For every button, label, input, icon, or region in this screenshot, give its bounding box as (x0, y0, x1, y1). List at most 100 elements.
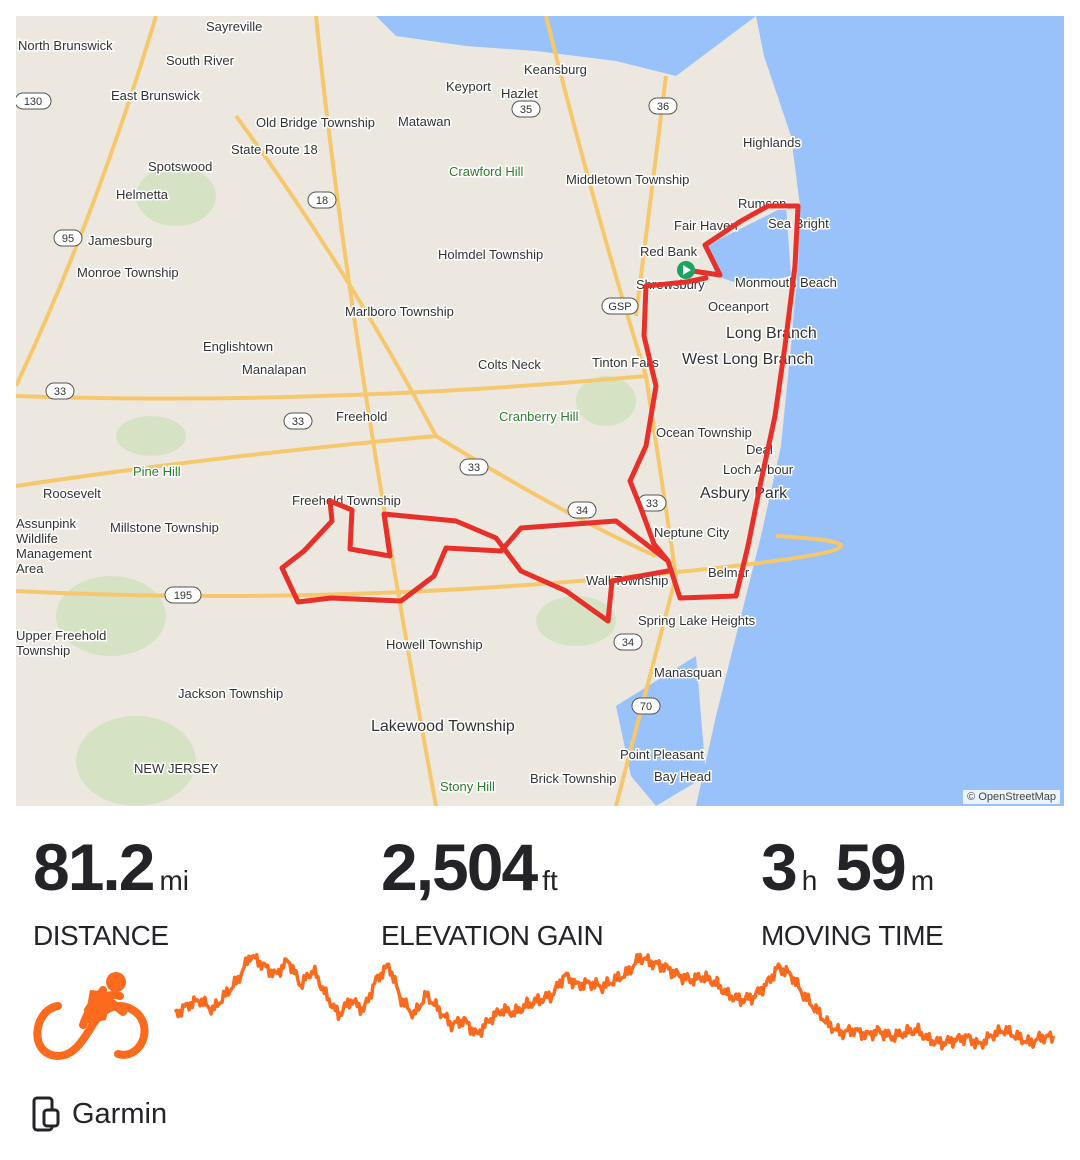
route-shield-label: 33 (468, 462, 480, 474)
map-attribution[interactable]: © OpenStreetMap (963, 790, 1060, 804)
place-label: Keansburg (524, 62, 587, 77)
distance-unit: mi (159, 865, 190, 896)
highway-road (16, 374, 647, 401)
place-label: Holmdel Township (438, 247, 543, 262)
route-shield-label: 33 (292, 416, 304, 428)
barnegat-bay (616, 656, 706, 806)
map-canvas: 130 35 36 95 18 GSP 33 33 33 34 33 195 34 70 Sayrevill… (16, 16, 1064, 806)
route-shield-label: 34 (576, 505, 588, 517)
place-label: South River (166, 53, 235, 68)
place-label: Monroe Township (77, 265, 179, 280)
place-label: Old Bridge Township (256, 115, 375, 130)
highway-road (234, 114, 438, 437)
place-label: Matawan (398, 114, 451, 129)
route-shield (45, 382, 75, 400)
route-shield-label: 33 (54, 386, 66, 398)
place-label: Asbury Park (700, 485, 788, 502)
place-label: Colts Neck (478, 357, 541, 372)
place-label: Helmetta (116, 187, 169, 202)
place-label: Pine Hill (133, 464, 181, 479)
place-label: Tinton Falls (592, 355, 659, 370)
place-label: Freehold (336, 409, 387, 424)
device-label: Garmin (72, 1097, 168, 1130)
place-label: Crawford Hill (449, 164, 524, 179)
place-label: Roosevelt (43, 486, 101, 501)
route-shield-label: 18 (316, 195, 328, 207)
route-shield (16, 92, 52, 110)
route-shield-label: GSP (608, 301, 631, 313)
place-label: Neptune City (654, 525, 730, 540)
highway-road (16, 16, 158, 387)
route-shield-label: 35 (520, 104, 532, 116)
place-label: East Brunswick (111, 88, 200, 103)
place-label: Assunpink Wildlife Management Area (16, 516, 92, 576)
place-label: Red Bank (640, 244, 698, 259)
highway-road (544, 16, 679, 806)
distance-label: DISTANCE (33, 920, 169, 951)
stat-moving-time: 3 h 59 m MOVING TIME (761, 830, 944, 952)
distance-value: 81.2 (33, 830, 155, 904)
park-area (56, 576, 166, 656)
minutes-unit: m (910, 865, 935, 896)
place-label: Keyport (446, 79, 491, 94)
place-label: Spring Lake Heights (638, 613, 756, 628)
river-estuary (706, 206, 791, 286)
route-shield (601, 297, 639, 315)
place-label: Cranberry Hill (499, 409, 579, 424)
place-label: Bay Head (654, 769, 711, 784)
place-label: State Route 18 (231, 142, 318, 157)
route-map[interactable]: 130 35 36 95 18 GSP 33 33 33 34 33 195 34 70 Sayrevill… (16, 16, 1064, 806)
route-shield (164, 586, 202, 604)
place-label: Long Branch (726, 325, 817, 342)
park-area (136, 166, 216, 226)
place-label: Middletown Township (566, 172, 689, 187)
route-shield-label: 70 (640, 701, 652, 713)
place-label: Stony Hill (440, 779, 495, 794)
place-label: Marlboro Township (345, 304, 454, 319)
highway-road (314, 16, 438, 806)
route-shield (459, 458, 489, 476)
device-info: Garmin (32, 1096, 167, 1132)
route-shield-label: 36 (657, 101, 669, 113)
place-label: Brick Township (530, 771, 616, 786)
place-label: Freehold Township (292, 493, 401, 508)
place-label: Manalapan (242, 362, 306, 377)
place-label: West Long Branch (682, 351, 813, 368)
place-label: Highlands (743, 135, 801, 150)
place-label: Upper Freehold Township (16, 628, 106, 658)
route-shield (283, 412, 313, 430)
park-area (536, 596, 616, 646)
hours-value: 3 (761, 830, 798, 904)
place-label: Englishtown (203, 339, 273, 354)
highway-road (434, 434, 657, 558)
place-label: Howell Township (386, 637, 483, 652)
place-label: NEW JERSEY (134, 761, 219, 776)
route-shield (53, 229, 83, 247)
place-label: Manasquan (654, 665, 722, 680)
stat-distance: 81.2 mi DISTANCE (33, 832, 189, 952)
place-label: Fair Haven (674, 218, 738, 233)
park-area (116, 416, 186, 456)
hours-unit: h (801, 865, 818, 896)
cycling-icon (33, 972, 149, 1061)
route-shield-label: 33 (646, 498, 658, 510)
route-shield-label: 34 (622, 637, 634, 649)
elevation-profile (173, 952, 1056, 1051)
place-label: Jamesburg (88, 233, 152, 248)
place-label: Jackson Township (178, 686, 283, 701)
place-label: Oceanport (708, 299, 769, 314)
highway-road (16, 434, 437, 488)
route-shield-label: 95 (62, 233, 74, 245)
place-label: Millstone Township (110, 520, 219, 535)
ocean (696, 16, 1064, 806)
place-label: Loch Arbour (723, 462, 794, 477)
elevation-value: 2,504 (381, 830, 538, 904)
park-area (576, 376, 636, 426)
elevation-unit: ft (542, 865, 558, 896)
place-label: Spotswood (148, 159, 212, 174)
place-label: North Brunswick (18, 38, 113, 53)
route-line (279, 203, 801, 624)
watch-phone-icon (32, 1096, 60, 1132)
moving-time-label: MOVING TIME (761, 920, 944, 951)
